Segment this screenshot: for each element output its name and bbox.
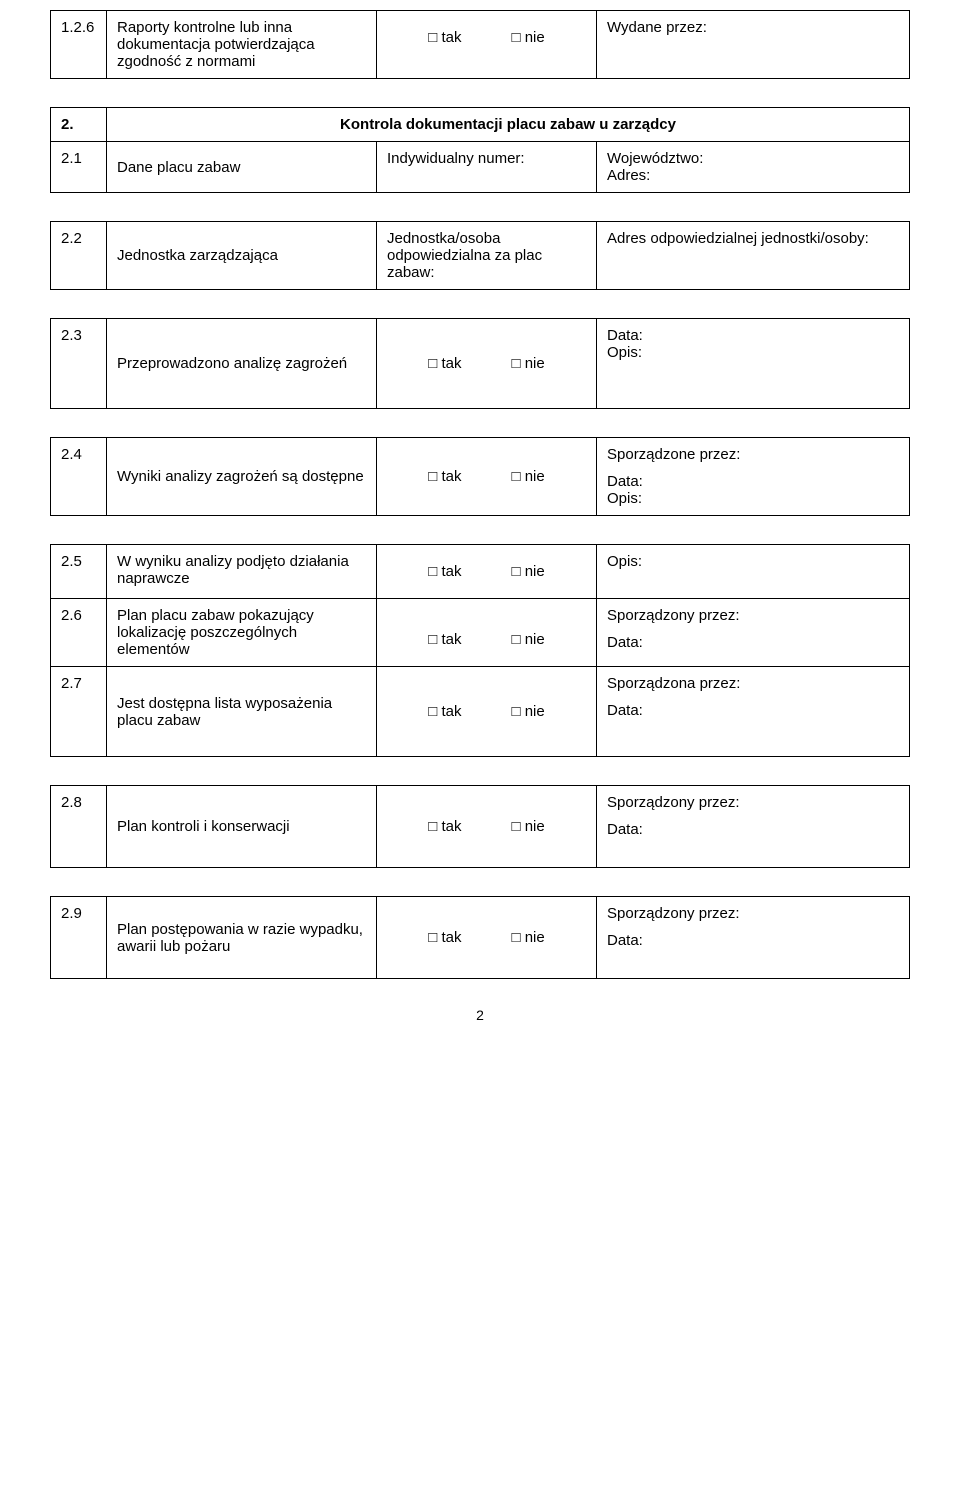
label-opis: Opis: — [607, 344, 899, 361]
label-opis: Opis: — [607, 553, 899, 570]
opt-nie[interactable]: □ nie — [511, 703, 544, 720]
opt-tak[interactable]: □ tak — [428, 929, 461, 946]
cell-desc: Wyniki analizy zagrożeń są dostępne — [107, 438, 377, 516]
opt-nie[interactable]: □ nie — [511, 355, 544, 372]
label-data: Data: — [607, 932, 899, 949]
label-data: Data: — [607, 473, 899, 490]
cell-mid: Jednostka/osoba odpowiedzialna za plac z… — [377, 222, 597, 290]
opt-tak[interactable]: □ tak — [428, 818, 461, 835]
cell-taknie: □ tak □ nie — [377, 897, 597, 979]
cell-num: 2.7 — [51, 667, 107, 757]
opt-nie[interactable]: □ nie — [511, 631, 544, 648]
label-data: Data: — [607, 821, 899, 838]
label-data: Data: — [607, 634, 899, 651]
table-23: 2.3 Przeprowadzono analizę zagrożeń □ ta… — [50, 318, 910, 409]
cell-right: Sporządzone przez: Data: Opis: — [597, 438, 910, 516]
label-prepared-by: Sporządzony przez: — [607, 794, 899, 811]
cell-taknie: □ tak □ nie — [377, 786, 597, 868]
cell-desc: Plan postępowania w razie wypadku, awari… — [107, 897, 377, 979]
cell-right: Data: Opis: — [597, 319, 910, 409]
label-prepared-by: Sporządzony przez: — [607, 607, 899, 624]
cell-taknie: □ tak □ nie — [377, 438, 597, 516]
cell-num: 1.2.6 — [51, 11, 107, 79]
cell-desc: Plan kontroli i konserwacji — [107, 786, 377, 868]
table-28: 2.8 Plan kontroli i konserwacji □ tak □ … — [50, 785, 910, 868]
cell-sec-title: Kontrola dokumentacji placu zabaw u zarz… — [107, 108, 910, 142]
cell-desc: Plan placu zabaw pokazujący lokalizację … — [107, 599, 377, 667]
label-prepared-by: Sporządzone przez: — [607, 446, 899, 463]
cell-desc: Jest dostępna lista wyposażenia placu za… — [107, 667, 377, 757]
opt-tak[interactable]: □ tak — [428, 355, 461, 372]
opt-tak[interactable]: □ tak — [428, 563, 461, 580]
table-24: 2.4 Wyniki analizy zagrożeń są dostępne … — [50, 437, 910, 516]
opt-nie[interactable]: □ nie — [511, 929, 544, 946]
cell-desc: Dane placu zabaw — [107, 142, 377, 193]
cell-right: Wydane przez: — [597, 11, 910, 79]
label-data: Data: — [607, 327, 899, 344]
cell-right: Sporządzony przez: Data: — [597, 786, 910, 868]
cell-num: 2.4 — [51, 438, 107, 516]
table-25-27: 2.5 W wyniku analizy podjęto działania n… — [50, 544, 910, 757]
cell-num: 2.8 — [51, 786, 107, 868]
cell-taknie: □ tak □ nie — [377, 11, 597, 79]
page-number: 2 — [50, 1007, 910, 1023]
label-data: Data: — [607, 702, 899, 719]
table-126: 1.2.6 Raporty kontrolne lub inna dokumen… — [50, 10, 910, 79]
cell-taknie: □ tak □ nie — [377, 667, 597, 757]
cell-mid: Indywidualny numer: — [377, 142, 597, 193]
table-sec2-21: 2. Kontrola dokumentacji placu zabaw u z… — [50, 107, 910, 193]
cell-right: Sporządzona przez: Data: — [597, 667, 910, 757]
cell-right: Sporządzony przez: Data: — [597, 599, 910, 667]
label-prepared-by: Sporządzona przez: — [607, 675, 899, 692]
opt-tak[interactable]: □ tak — [428, 29, 461, 46]
cell-desc: Raporty kontrolne lub inna dokumentacja … — [107, 11, 377, 79]
opt-nie[interactable]: □ nie — [511, 29, 544, 46]
page: 1.2.6 Raporty kontrolne lub inna dokumen… — [0, 0, 960, 1063]
cell-num: 2.2 — [51, 222, 107, 290]
cell-desc: W wyniku analizy podjęto działania napra… — [107, 545, 377, 599]
cell-right: Adres odpowiedzialnej jednostki/osoby: — [597, 222, 910, 290]
cell-right: Województwo: Adres: — [597, 142, 910, 193]
cell-num: 2.6 — [51, 599, 107, 667]
label-prepared-by: Sporządzony przez: — [607, 905, 899, 922]
opt-nie[interactable]: □ nie — [511, 468, 544, 485]
cell-taknie: □ tak □ nie — [377, 599, 597, 667]
cell-num: 2.5 — [51, 545, 107, 599]
opt-nie[interactable]: □ nie — [511, 563, 544, 580]
opt-tak[interactable]: □ tak — [428, 703, 461, 720]
cell-taknie: □ tak □ nie — [377, 545, 597, 599]
opt-tak[interactable]: □ tak — [428, 631, 461, 648]
cell-num: 2.1 — [51, 142, 107, 193]
cell-right: Sporządzony przez: Data: — [597, 897, 910, 979]
opt-nie[interactable]: □ nie — [511, 818, 544, 835]
cell-desc: Przeprowadzono analizę zagrożeń — [107, 319, 377, 409]
cell-num: 2.9 — [51, 897, 107, 979]
cell-num: 2.3 — [51, 319, 107, 409]
cell-desc: Jednostka zarządzająca — [107, 222, 377, 290]
table-22: 2.2 Jednostka zarządzająca Jednostka/oso… — [50, 221, 910, 290]
label-opis: Opis: — [607, 490, 899, 507]
table-29: 2.9 Plan postępowania w razie wypadku, a… — [50, 896, 910, 979]
cell-sec-num: 2. — [51, 108, 107, 142]
opt-tak[interactable]: □ tak — [428, 468, 461, 485]
cell-right: Opis: — [597, 545, 910, 599]
cell-taknie: □ tak □ nie — [377, 319, 597, 409]
